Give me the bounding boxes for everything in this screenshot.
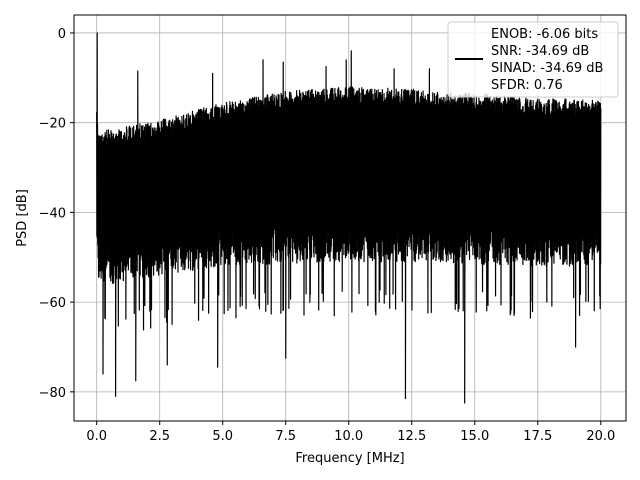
x-tick-label: 10.0 [334,429,363,444]
y-axis-ticks: 0 −20 −40 −60 −80 [39,27,74,401]
x-tick-label: 20.0 [586,429,615,444]
legend-text-snr: SNR: -34.69 dB [491,44,589,59]
y-axis-label: PSD [dB] [15,189,30,247]
legend-text-sinad: SINAD: -34.69 dB [491,61,603,76]
x-tick-label: 5.0 [212,429,233,444]
y-tick-label: 0 [58,27,66,42]
x-tick-label: 2.5 [149,429,170,444]
axes-frame [73,14,627,422]
y-tick-label: −80 [39,386,66,401]
y-tick-label: −40 [39,206,66,221]
legend-text-enob: ENOB: -6.06 bits [491,27,598,42]
legend-box [447,21,619,98]
y-tick-label: −20 [39,117,66,132]
plot-area [96,32,602,404]
x-tick-label: 0.0 [86,429,107,444]
legend: ENOB: -6.06 bits SNR: -34.69 dB SINAD: -… [447,21,619,98]
x-axis-label: Frequency [MHz] [295,451,404,466]
x-tick-label: 7.5 [275,429,296,444]
psd-series-line [96,32,602,404]
x-tick-label: 17.5 [523,429,552,444]
legend-text-sfdr: SFDR: 0.76 [491,78,563,93]
y-tick-label: −60 [39,296,66,311]
x-axis-ticks: 0.0 2.5 5.0 7.5 10.0 12.5 15.0 17.5 20.0 [86,421,615,444]
x-tick-label: 15.0 [460,429,489,444]
x-tick-label: 12.5 [397,429,426,444]
